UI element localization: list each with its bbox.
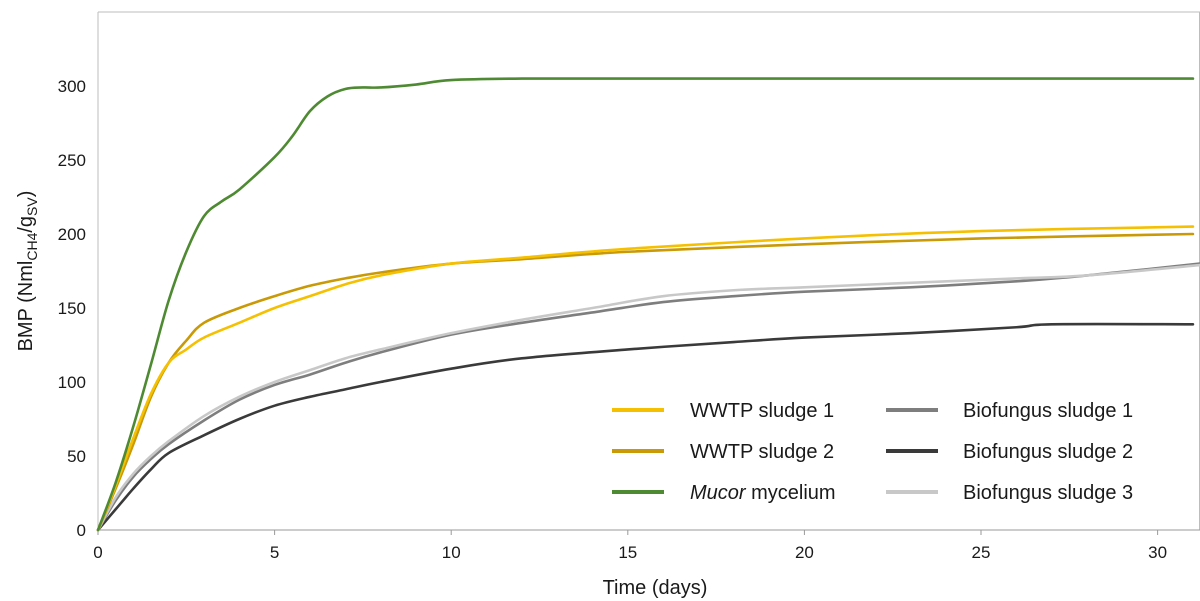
series-line-biofungus-sludge-2 bbox=[96, 322, 1195, 532]
y-tick-label-100: 100 bbox=[58, 373, 86, 392]
x-tick-label-10: 10 bbox=[442, 543, 461, 562]
series-line-mucor-mycelium bbox=[96, 77, 1195, 532]
legend-label-biofungus-sludge-2: Biofungus sludge 2 bbox=[963, 441, 1133, 463]
x-axis-ticks: 0 5 10 15 20 25 30 bbox=[93, 530, 1167, 562]
y-tick-label-0: 0 bbox=[77, 521, 86, 540]
y-tick-label-300: 300 bbox=[58, 77, 86, 96]
legend-label-biofungus-sludge-3: Biofungus sludge 3 bbox=[963, 482, 1133, 504]
y-tick-label-200: 200 bbox=[58, 225, 86, 244]
y-tick-label-150: 150 bbox=[58, 299, 86, 318]
legend-label-wwtp-sludge-2: WWTP sludge 2 bbox=[690, 441, 834, 463]
x-tick-label-15: 15 bbox=[618, 543, 637, 562]
y-tick-label-250: 250 bbox=[58, 151, 86, 170]
y-axis-title-mid: /g bbox=[15, 216, 37, 233]
series-line-biofungus-sludge-1 bbox=[96, 262, 1200, 532]
legend-label-wwtp-sludge-1: WWTP sludge 1 bbox=[690, 400, 834, 422]
series-lines bbox=[96, 77, 1200, 532]
chart-legend: WWTP sludge 1 WWTP sludge 2 Mucor myceli… bbox=[612, 400, 1133, 504]
x-tick-label-20: 20 bbox=[795, 543, 814, 562]
legend-label-mucor-genus: Mucor bbox=[690, 482, 747, 504]
x-tick-label-25: 25 bbox=[972, 543, 991, 562]
y-axis-ticks: 0 50 100 150 200 250 300 bbox=[58, 77, 86, 540]
legend-label-mucor-mycelium: Mucor mycelium bbox=[690, 482, 836, 504]
y-axis-title-end: ) bbox=[15, 191, 37, 198]
y-axis-title-sub-ch4: CH4 bbox=[24, 232, 40, 260]
y-axis-title: BMP (NmlCH4/gSV) bbox=[15, 191, 40, 352]
series-line-biofungus-sludge-3 bbox=[96, 263, 1200, 532]
series-line-wwtp-sludge-1 bbox=[96, 225, 1195, 532]
x-tick-label-30: 30 bbox=[1148, 543, 1167, 562]
y-axis-title-main: BMP (Nml bbox=[15, 261, 37, 352]
y-tick-label-50: 50 bbox=[67, 447, 86, 466]
legend-label-biofungus-sludge-1: Biofungus sludge 1 bbox=[963, 400, 1133, 422]
x-tick-label-0: 0 bbox=[93, 543, 102, 562]
plot-area-background bbox=[98, 12, 1200, 530]
x-axis-title: Time (days) bbox=[603, 577, 708, 599]
y-axis-title-sub-sv: SV bbox=[24, 197, 40, 216]
x-tick-label-5: 5 bbox=[270, 543, 279, 562]
legend-label-mucor-rest: mycelium bbox=[746, 482, 836, 504]
